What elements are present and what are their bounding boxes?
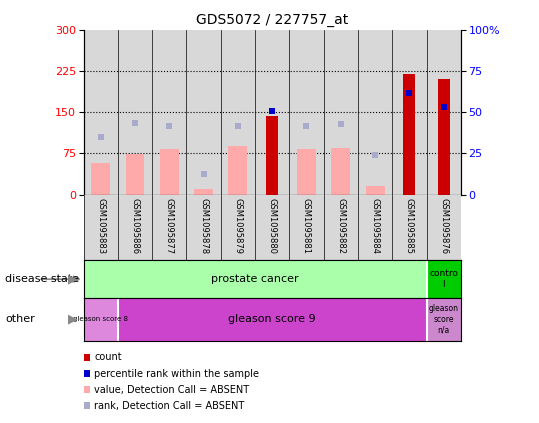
Bar [438,79,450,195]
Text: percentile rank within the sample: percentile rank within the sample [94,368,259,379]
Bar [84,298,118,341]
Text: GSM1095884: GSM1095884 [371,198,379,254]
Text: gleason score 9: gleason score 9 [229,314,316,324]
Text: gleason score 8: gleason score 8 [73,316,128,322]
Bar [91,163,110,195]
Text: count: count [94,352,122,363]
Text: disease state: disease state [5,274,80,284]
Bar [365,186,384,195]
Text: contro
l: contro l [429,269,458,289]
Text: other: other [5,314,35,324]
Text: gleason
score
n/a: gleason score n/a [429,305,459,334]
Bar [297,149,316,195]
Bar [403,74,416,195]
Bar [426,260,461,298]
Text: ▶: ▶ [68,273,78,286]
Bar [118,298,426,341]
Bar [194,189,213,195]
Bar [266,116,278,195]
Text: GSM1095882: GSM1095882 [336,198,345,254]
Bar [426,298,461,341]
Text: ▶: ▶ [68,313,78,326]
Text: rank, Detection Call = ABSENT: rank, Detection Call = ABSENT [94,401,245,411]
Text: GSM1095876: GSM1095876 [439,198,448,254]
Text: prostate cancer: prostate cancer [211,274,299,284]
Text: GSM1095886: GSM1095886 [130,198,140,254]
Text: GSM1095878: GSM1095878 [199,198,208,254]
Text: GSM1095883: GSM1095883 [96,198,105,254]
Text: GSM1095877: GSM1095877 [165,198,174,254]
Bar [331,148,350,195]
Text: GSM1095880: GSM1095880 [268,198,277,254]
Text: value, Detection Call = ABSENT: value, Detection Call = ABSENT [94,385,250,395]
Title: GDS5072 / 227757_at: GDS5072 / 227757_at [196,13,348,27]
Bar [229,146,247,195]
Bar [160,149,179,195]
Text: GSM1095885: GSM1095885 [405,198,414,254]
Bar [126,154,144,195]
Text: GSM1095879: GSM1095879 [233,198,243,254]
Text: GSM1095881: GSM1095881 [302,198,311,254]
